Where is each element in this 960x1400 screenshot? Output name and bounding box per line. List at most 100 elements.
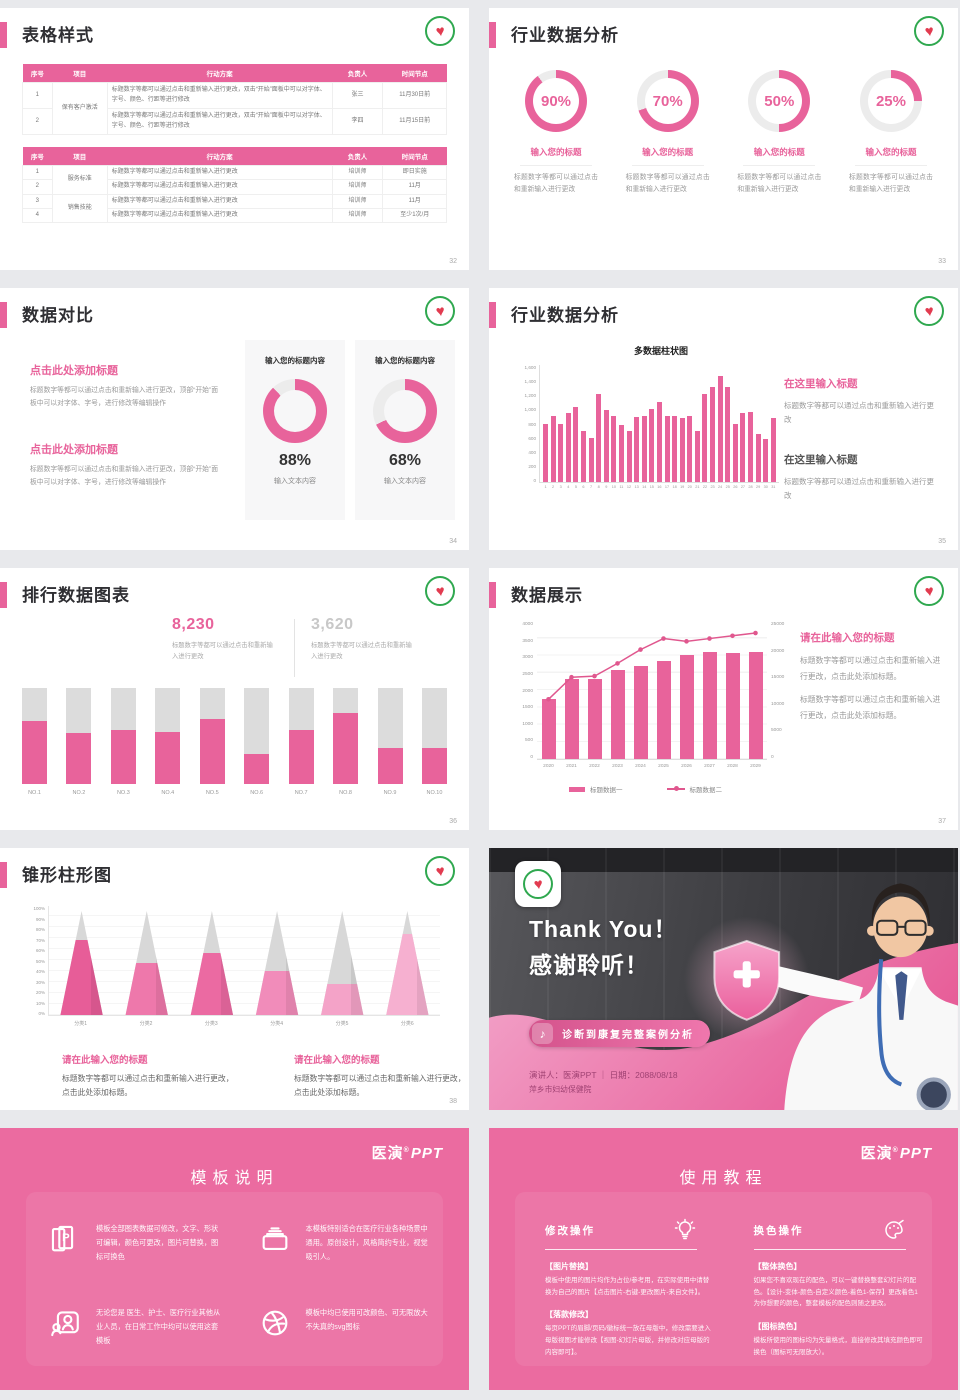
donut-card: 输入您的标题内容 88% 输入文本内容: [245, 340, 345, 520]
tick-label: 1: [544, 485, 547, 489]
cone-bar: [255, 911, 299, 1015]
tick-label: 90%: [35, 916, 45, 922]
tick-label: NO.10: [426, 790, 443, 796]
page-number: 37: [938, 818, 946, 825]
tick-label: 20: [687, 485, 692, 489]
hospital-logo-icon: ♥: [425, 856, 455, 886]
tutorial-column: 换色操作 【整体换色】 如果您不喜欢现在的配色，可以一键替换整套幻灯片的配色。【设…: [753, 1218, 925, 1368]
title-accent-bar: [489, 22, 496, 48]
bar: [664, 416, 670, 482]
y-axis-labels: 1,600 1,400 1,200 1,000 800 600 400 200 0: [515, 365, 539, 483]
feature-grid: P 模板全部图表数据可修改，文字、形状可编辑，颜色可更改，图片可替换，图标可换色…: [48, 1222, 433, 1364]
bar: [550, 416, 556, 482]
feature-item: 无论您是 医生、护士、医疗行业其他从业人员，在日常工作中均可以使用这套模板: [48, 1306, 224, 1364]
slide-thank-you[interactable]: ♥ Thank You！ 感谢聆听！ ♪ 诊断到康复完整案例分析 演讲人：医演P…: [489, 848, 958, 1110]
side-text: 请在此输入您的标题 标题数字等都可以通过点击和重新输入进行更改，点击此处添加标题…: [800, 632, 941, 720]
slide-36-ranking-chart[interactable]: 排行数据图表 ♥ 8,230 标题数字等都可以通过点击和重新输入进行更改 3,62…: [0, 568, 469, 830]
bar: [770, 418, 776, 482]
bar: [763, 438, 769, 482]
tick-label: 400: [528, 449, 536, 455]
slide-32-table-style[interactable]: 表格样式 ♥ 序号 项目 行动方案 负责人 时间节点 1 保有客户激活 标题数字…: [0, 8, 469, 270]
feature-item: 模板中均已使用可改颜色、可无限放大不失真的svg图标: [258, 1306, 434, 1364]
tick-label: NO.2: [72, 790, 86, 796]
ranking-fill: [288, 730, 314, 784]
slide-37-combo-chart[interactable]: 数据展示 ♥ 4000 3500 3000 2500 2000 1500 1000 500 0 …: [489, 568, 958, 830]
slide-template-notes[interactable]: 医演®PPT 模板说明 P 模板全部图表数据可修改，文字、形状可编辑，颜色可更改…: [0, 1128, 469, 1390]
bar: [687, 416, 693, 482]
bar: [558, 423, 564, 482]
slide-38-cone-chart[interactable]: 锥形柱形图 ♥ 100% 90% 80% 70% 60% 50% 40% 30% 20% 10% 0…: [0, 848, 469, 1110]
donut-chart: 70%: [636, 70, 699, 132]
tick-label: 100%: [33, 906, 45, 911]
tick-label: 0: [771, 754, 774, 760]
tick-label: 2029: [750, 764, 761, 769]
line-swatch: [666, 786, 685, 791]
tick-label: 50%: [35, 958, 45, 964]
ranking-track: [155, 688, 181, 784]
tick-label: 10000: [771, 701, 785, 707]
bar: [565, 412, 571, 482]
tick-label: 11: [619, 485, 624, 489]
tick-label: 26: [733, 485, 738, 489]
ranking-track: [110, 688, 136, 784]
x-axis-labels: 2020 2021 2022 2023 2024 2025 2026 2027 2028 2029: [537, 764, 767, 769]
tick-label: 13: [634, 485, 639, 489]
tick-label: 2027: [704, 764, 715, 769]
bar-swatch: [569, 786, 585, 792]
chart-legend: 标题数据一 标题数据二: [569, 784, 722, 794]
tick-label: 2020: [543, 764, 554, 769]
tick-label: 31: [771, 485, 776, 489]
svg-text:P: P: [62, 1232, 70, 1244]
bar: [740, 412, 746, 482]
tick-label: NO.6: [250, 790, 264, 796]
hospital-logo-icon: ♥: [425, 16, 455, 46]
y-axis-labels: 100% 90% 80% 70% 60% 50% 40% 30% 20% 10% 0%: [22, 906, 48, 1016]
hospital-logo-icon: ♥: [914, 576, 944, 606]
table-row: 3 销售技能 标题数字等都可以通过点击和重新输入进行更改 培训师 11月: [22, 193, 447, 224]
tick-label: 22: [702, 485, 708, 489]
tick-label: 1,000: [524, 407, 537, 413]
tick-label: 分类3: [204, 1021, 218, 1027]
cone-bar: [125, 911, 168, 1015]
tick-label: 4000: [522, 622, 533, 627]
tick-label: 30: [763, 485, 768, 489]
bar: [694, 430, 700, 482]
tick-label: 分类4: [270, 1021, 284, 1027]
title-accent-bar: [489, 582, 496, 608]
tick-label: 25: [725, 485, 730, 489]
ranking-labels: NO.1 NO.2 NO.3 NO.4 NO.5 NO.6 NO.7 NO.8 NO.9 NO.1…: [22, 790, 447, 796]
table-1: 序号 项目 行动方案 负责人 时间节点 1 保有客户激活 标题数字等都可以通过点…: [22, 64, 447, 135]
title-accent-bar: [0, 302, 7, 328]
tick-label: 17: [664, 485, 670, 489]
slide-34-data-compare[interactable]: 数据对比 ♥ 点击此处添加标题 标题数字等都可以通过点击和重新输入进行更改，顶部“…: [0, 288, 469, 550]
col-header: 序号: [22, 64, 53, 83]
tick-label: 2000: [522, 688, 533, 694]
tick-label: 2028: [727, 764, 738, 769]
slide-33-industry-donuts[interactable]: 行业数据分析 ♥ 90% 输入您的标题 标题数字等都可以通过点击和重新输入进行更…: [489, 8, 958, 270]
x-axis-labels: 分类1 分类2 分类3 分类4 分类5 分类6: [48, 1020, 440, 1027]
tutorial-column: 修改操作 【图片替换】 模板中使用的图片均作为占位/参考用，在实际使用中请替换为自…: [545, 1218, 716, 1368]
slide-title: 数据展示: [511, 586, 583, 605]
ranking-track: [421, 688, 447, 784]
tick-label: 2021: [566, 764, 577, 769]
side-text: 在这里输入标题 标题数字等都可以通过点击和重新输入进行更改 在这里输入标题 标题…: [784, 378, 934, 500]
section-title: 模板说明: [190, 1170, 279, 1187]
page-number: 33: [938, 258, 946, 265]
tick-label: 1000: [522, 721, 533, 727]
ranking-track: [288, 688, 314, 784]
slide-usage-tutorial[interactable]: 医演®PPT 使用教程 修改操作 【图片替换】 模板中使用的图片均作为占位/参考用…: [489, 1128, 958, 1390]
col-header: 负责人: [332, 64, 383, 83]
tick-label: 1,200: [524, 393, 537, 399]
tick-label: 15: [649, 485, 654, 489]
table-2: 序号 项目 行动方案 负责人 时间节点 1 服务标准 标题数字等都可以通过点击和…: [22, 147, 447, 224]
bar: [748, 651, 763, 759]
table-header-row: 序号 项目 行动方案 负责人 时间节点: [22, 64, 447, 83]
slide-title: 表格样式: [22, 26, 94, 45]
slide-35-multi-bar[interactable]: 行业数据分析 ♥ 多数据柱状图 1,600 1,400 1,200 1,000 800 6…: [489, 288, 958, 550]
tick-label: NO.9: [383, 790, 397, 796]
bar: [725, 386, 731, 482]
bar: [679, 655, 694, 759]
ranking-track: [377, 688, 403, 784]
tick-label: 600: [528, 435, 536, 441]
